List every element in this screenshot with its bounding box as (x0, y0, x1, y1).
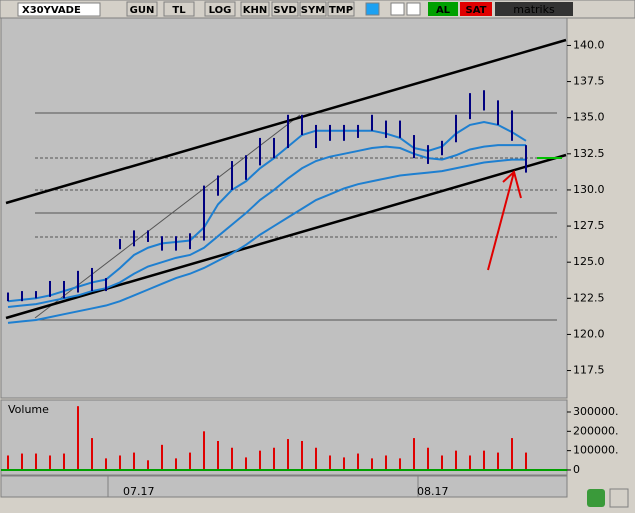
volume-bar (287, 439, 289, 470)
volume-bar (315, 447, 317, 470)
menu-button[interactable] (609, 488, 629, 508)
y-tick-label: 200000. (573, 424, 619, 437)
volume-bar (91, 438, 93, 470)
volume-bar (441, 455, 443, 470)
arrow (487, 170, 522, 271)
y-tick-label: 137.5 (573, 75, 605, 88)
volume-bar (203, 431, 205, 470)
moving-average (7, 158, 526, 324)
volume-bar (273, 447, 275, 470)
refresh-button[interactable] (587, 489, 605, 507)
y-tick-label: 130.0 (573, 183, 605, 196)
volume-bar (231, 447, 233, 470)
volume-panel (0, 399, 568, 476)
volume-bar (399, 458, 401, 470)
volume-bar (427, 447, 429, 470)
volume-bar (49, 455, 51, 470)
volume-bar (497, 452, 499, 470)
toolbar-button[interactable] (126, 1, 158, 17)
volume-bar (147, 460, 149, 470)
volume-bar (511, 438, 513, 470)
volume-bar (483, 450, 485, 470)
y-tick-label: 135.0 (573, 111, 605, 124)
volume-bar (455, 450, 457, 470)
toolbar-icon[interactable] (365, 2, 380, 16)
y-tick-label: 100000. (573, 444, 619, 457)
volume-bar (133, 452, 135, 470)
channel-lower (5, 153, 567, 320)
x-tick-label: 08.17 (417, 485, 449, 498)
toolbar-button-label[interactable]: TMP (329, 5, 353, 16)
x-tick-label: 07.17 (123, 485, 155, 498)
toolbar-icon[interactable] (406, 2, 421, 16)
toolbar-button[interactable] (163, 1, 195, 17)
toolbar-button[interactable] (204, 1, 236, 17)
y-tick-label: 125.0 (573, 255, 605, 268)
toolbar-button-label[interactable]: SVD (273, 5, 296, 16)
volume-bar (343, 457, 345, 470)
volume-bar (245, 457, 247, 470)
volume-bar (469, 455, 471, 470)
brand: matriks (513, 3, 555, 16)
sell-label[interactable]: SAT (466, 5, 487, 16)
y-tick-label: 127.5 (573, 219, 605, 232)
toolbar-button-label[interactable]: GUN (130, 5, 155, 16)
volume-bar (329, 455, 331, 470)
buy-label[interactable]: AL (436, 5, 451, 16)
toolbar-button[interactable] (299, 1, 327, 17)
y-tick-label: 122.5 (573, 291, 605, 304)
toolbar-button-label[interactable]: LOG (209, 5, 232, 16)
toolbar-button-label[interactable]: SYM (301, 5, 325, 16)
volume-bar (105, 458, 107, 470)
y-tick-label: 132.5 (573, 147, 605, 160)
volume-bar (35, 453, 37, 470)
x-axis-panel (0, 475, 568, 498)
drawings (5, 38, 567, 497)
symbol: X30YVADE (22, 5, 81, 16)
volume-bar (21, 453, 23, 470)
y-tick-label: 300000. (573, 405, 619, 418)
price-panel (0, 17, 568, 399)
y-tick-label: 120.0 (573, 327, 605, 340)
moving-average (7, 144, 526, 308)
volume-bar (189, 452, 191, 470)
volume-bar (259, 450, 261, 470)
volume-bar (175, 458, 177, 470)
toolbar-button-label[interactable]: TL (172, 5, 186, 16)
volume-bar (217, 440, 219, 470)
sell-button[interactable] (460, 2, 492, 16)
volume-bar (77, 406, 79, 470)
volume-bar (161, 444, 163, 470)
volume-bar (7, 455, 9, 470)
volume-bar (413, 438, 415, 470)
fan-line (34, 114, 301, 319)
brand-box (495, 2, 573, 16)
toolbar-icon[interactable] (390, 2, 405, 16)
y-tick-label: 140.0 (573, 38, 605, 51)
volume-bar (357, 453, 359, 470)
toolbar-button[interactable] (327, 1, 355, 17)
volume-bar (371, 458, 373, 470)
panel-title: Volume (8, 403, 49, 416)
toolbar-button[interactable] (240, 1, 270, 17)
volume-bar (119, 455, 121, 470)
y-tick-label: 0 (573, 463, 580, 476)
symbol-box[interactable] (17, 2, 101, 17)
y-tick-label: 117.5 (573, 364, 605, 377)
volume-bar (525, 452, 527, 470)
moving-average (7, 121, 527, 303)
volume-bar (385, 455, 387, 470)
channel-upper (5, 38, 567, 205)
toolbar-button-label[interactable]: KHN (243, 5, 268, 16)
volume-bar (63, 453, 65, 470)
volume-bar (301, 440, 303, 470)
toolbar-button[interactable] (271, 1, 299, 17)
buy-button[interactable] (428, 2, 458, 16)
